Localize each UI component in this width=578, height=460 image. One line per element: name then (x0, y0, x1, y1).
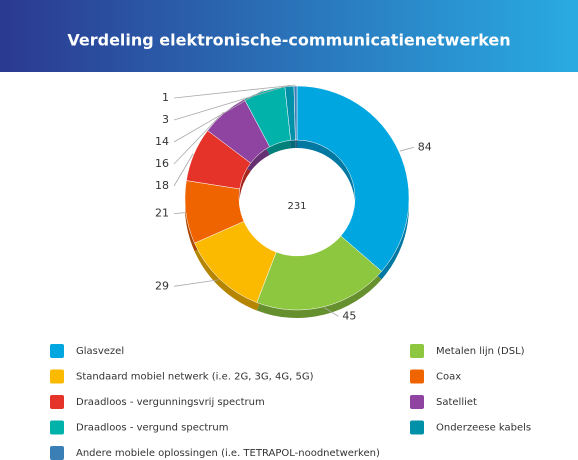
legend-label: Draadloos - vergund spectrum (76, 423, 228, 434)
legend-swatch (410, 420, 424, 435)
chart-title: Verdeling elektronische-communicatienetw… (67, 31, 510, 50)
data-label: 3 (162, 113, 169, 126)
legend-label: Onderzeese kabels (436, 423, 531, 434)
data-label: 29 (155, 279, 169, 292)
legend-swatch (50, 420, 64, 435)
data-label: 45 (342, 309, 356, 322)
legend-label: Andere mobiele oplossingen (i.e. TETRAPO… (76, 448, 380, 459)
center-label: 231 (287, 201, 306, 212)
legend-swatch (410, 395, 424, 409)
data-label: 14 (155, 135, 169, 148)
header-banner (0, 0, 578, 72)
legend-label: Draadloos - vergunningsvrij spectrum (76, 397, 265, 408)
legend-label: Coax (436, 372, 461, 383)
legend-label: Glasvezel (76, 346, 124, 357)
slice (293, 85, 298, 141)
data-label: 1 (162, 91, 169, 104)
legend-swatch (410, 344, 424, 358)
leader-line (173, 84, 296, 99)
legend-swatch (50, 344, 64, 358)
leader-line (324, 307, 339, 317)
data-label: 21 (155, 207, 169, 220)
legend-swatch (50, 395, 64, 409)
legend-swatch (410, 369, 424, 384)
leader-line (173, 111, 224, 165)
leader-line (173, 212, 185, 215)
data-label: 16 (155, 157, 169, 170)
leader-line (399, 146, 414, 152)
legend-label: Standaard mobiel netwerk (i.e. 2G, 3G, 4… (76, 372, 314, 383)
data-label: 18 (155, 179, 169, 192)
leader-line (173, 84, 290, 121)
leader-line (173, 153, 194, 187)
legend-label: Satelliet (436, 397, 477, 408)
legend-swatch (50, 369, 64, 384)
leader-line (173, 279, 220, 287)
leader-line (173, 89, 264, 143)
legend-swatch (50, 446, 64, 460)
data-label: 84 (418, 140, 432, 153)
legend-label: Metalen lijn (DSL) (436, 346, 525, 357)
slice (296, 85, 410, 272)
